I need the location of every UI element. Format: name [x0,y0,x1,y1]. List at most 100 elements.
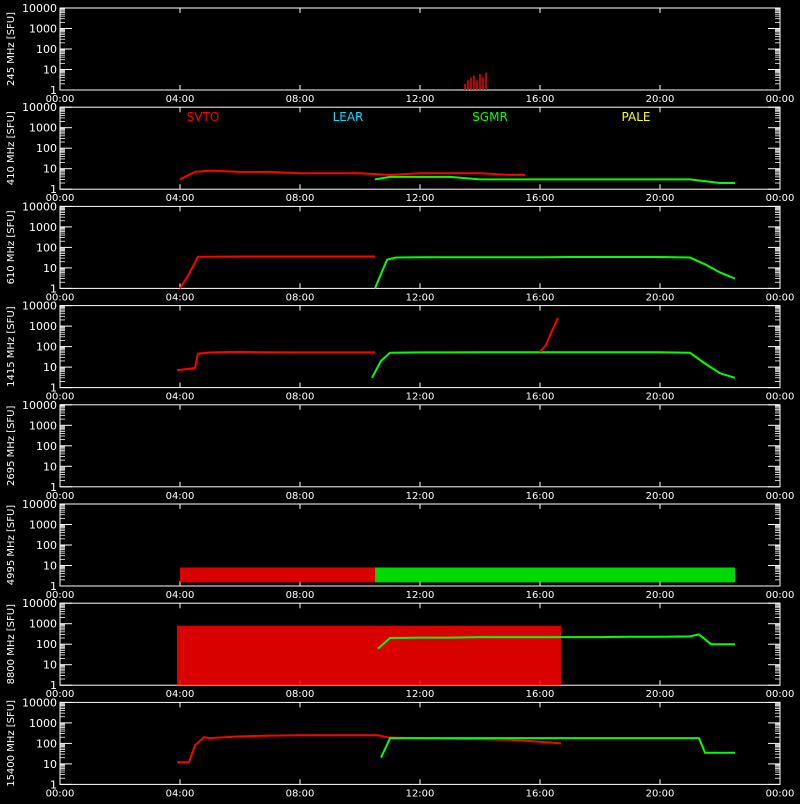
x-tick-label: 12:00 [406,94,435,105]
x-tick-label: 00:00 [766,193,795,204]
series-line-sgmr [380,737,735,759]
x-tick-label: 04:00 [166,292,195,303]
panel-frame [59,305,781,389]
x-tick-label: 04:00 [166,590,195,601]
y-tick-label: 1 [50,282,57,295]
y-tick-label: 10 [43,64,57,77]
y-tick-label: 1 [50,382,57,395]
y-tick-label: 1000 [29,23,57,36]
x-tick-label: 16:00 [526,491,555,502]
x-tick-label: 08:00 [286,590,315,601]
series-line-sgmr [374,256,736,289]
y-tick-label: 1000 [29,519,57,532]
y-tick-label: 100 [36,43,57,56]
series-line-svto [177,734,562,764]
panel-frame [59,205,781,289]
series-band-svto [177,625,561,686]
y-tick-label: 100 [36,737,57,750]
x-tick-label: 08:00 [286,292,315,303]
panel-ylabel: 245 MHz [SFU] [6,12,17,86]
x-tick-label: 00:00 [766,689,795,700]
series-band-sgmr [375,567,735,583]
x-tick-label: 04:00 [166,788,195,799]
y-tick-label: 10000 [22,498,57,511]
x-tick-label: 00:00 [46,788,75,799]
panel-6: 1 10 100 1000 10000 00:00 04:00 08:00 12:00 16:00… [6,597,794,700]
y-tick-label: 10 [43,460,57,473]
legend-pale: PALE [622,110,651,124]
series-line-sgmr [371,351,736,379]
y-tick-label: 10 [43,560,57,573]
series-line-svto [176,350,375,372]
x-tick-label: 00:00 [46,292,75,303]
x-tick-label: 16:00 [526,689,555,700]
panel-4: 1 10 100 1000 10000 00:00 04:00 08:00 12:00 16:00… [6,399,794,502]
x-tick-label: 04:00 [166,491,195,502]
x-tick-label: 00:00 [766,392,795,403]
x-tick-label: 08:00 [286,193,315,204]
panel-frame [59,701,781,785]
x-tick-label: 16:00 [526,193,555,204]
x-tick-label: 00:00 [766,788,795,799]
y-tick-label: 1 [50,580,57,593]
panel-3: 1 10 100 1000 10000 00:00 04:00 08:00 12:00 16:00… [6,300,794,403]
x-tick-label: 12:00 [406,491,435,502]
y-tick-label: 1 [50,183,57,196]
x-tick-label: 20:00 [646,590,675,601]
y-tick-label: 10 [43,163,57,176]
x-tick-label: 08:00 [286,491,315,502]
y-tick-label: 1000 [29,419,57,432]
x-tick-label: 00:00 [766,94,795,105]
x-tick-label: 20:00 [646,689,675,700]
x-tick-label: 12:00 [406,193,435,204]
y-tick-label: 10000 [22,101,57,114]
series-line-svto [179,255,375,289]
panel-ylabel: 4995 MHz [SFU] [6,505,17,586]
x-tick-label: 08:00 [286,788,315,799]
legend-svto: SVTO [187,110,220,124]
y-tick-label: 10000 [22,300,57,313]
panel-ylabel: 2695 MHz [SFU] [6,405,17,486]
x-tick-label: 00:00 [46,590,75,601]
y-tick-label: 10 [43,262,57,275]
y-tick-label: 1000 [29,122,57,135]
y-tick-label: 10 [43,758,57,771]
y-tick-label: 1 [50,481,57,494]
x-tick-label: 12:00 [406,292,435,303]
y-tick-label: 1 [50,778,57,791]
x-tick-label: 20:00 [646,193,675,204]
y-tick-label: 10 [43,659,57,672]
x-tick-label: 08:00 [286,392,315,403]
y-tick-label: 100 [36,440,57,453]
x-tick-label: 08:00 [286,689,315,700]
y-tick-label: 1 [50,84,57,97]
x-tick-label: 16:00 [526,788,555,799]
y-tick-label: 1000 [29,320,57,333]
series-line-sgmr [374,175,735,185]
panel-5: 1 10 100 1000 10000 00:00 04:00 08:00 12:00 16:00… [6,498,794,601]
x-tick-label: 04:00 [166,94,195,105]
x-tick-label: 16:00 [526,392,555,403]
series-band-svto [180,567,375,583]
panel-ylabel: 15400 MHz [SFU] [6,700,17,787]
x-tick-label: 08:00 [286,94,315,105]
y-tick-label: 10000 [22,200,57,213]
legend-lear: LEAR [333,110,364,124]
y-tick-label: 100 [36,638,57,651]
x-tick-label: 12:00 [406,689,435,700]
series-line-svto [539,317,559,353]
panel-frame [59,404,781,488]
x-tick-label: 00:00 [46,689,75,700]
y-tick-label: 10000 [22,399,57,412]
x-tick-label: 00:00 [46,94,75,105]
y-tick-label: 10000 [22,2,57,15]
y-tick-label: 100 [36,142,57,155]
x-tick-label: 00:00 [46,491,75,502]
x-tick-label: 20:00 [646,292,675,303]
x-tick-label: 00:00 [766,292,795,303]
y-tick-label: 10000 [22,597,57,610]
x-tick-label: 04:00 [166,193,195,204]
x-tick-label: 00:00 [46,392,75,403]
legend-sgmr: SGMR [472,110,508,124]
